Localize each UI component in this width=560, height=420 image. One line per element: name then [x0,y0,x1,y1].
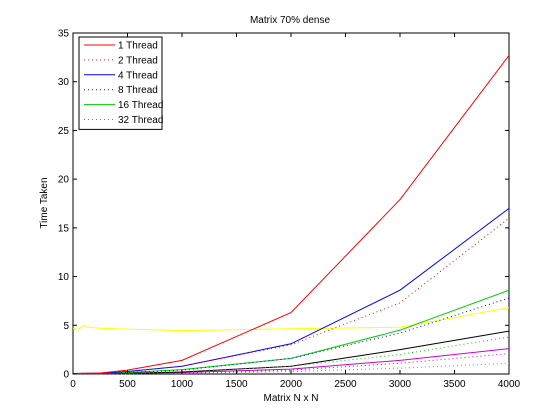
legend-label: 32 Thread [118,115,163,126]
legend-box [78,36,163,130]
y-tick-label: 20 [58,175,70,186]
legend-label: 1 Thread [118,41,158,52]
x-tick-label: 3000 [389,379,412,390]
x-tick-label: 500 [119,379,136,390]
x-tick-label: 2500 [334,379,357,390]
legend-label: 8 Thread [118,85,158,96]
y-tick-label: 30 [58,77,70,88]
x-tick-label: 4000 [498,379,521,390]
legend-label: 16 Thread [118,100,163,111]
axis-ticks: 0 500 1000 1500 2000 2500 3000 3500 4000 0 5 10 15 20… [58,29,521,391]
y-tick-label: 0 [63,370,69,381]
x-tick-label: 3500 [443,379,466,390]
legend-label: 2 Thread [118,55,158,66]
y-tick-label: 10 [58,272,70,283]
series-line-unlabeled [72,307,510,332]
y-tick-label: 25 [58,126,70,137]
chart-title: Matrix 70% dense [250,15,330,26]
y-tick-label: 35 [58,29,70,40]
series-line-1-thread [72,55,510,375]
x-tick-label: 0 [70,379,76,390]
y-tick-label: 15 [58,223,70,234]
x-axis-label: Matrix N x N [264,393,319,404]
x-tick-label: 1500 [225,379,248,390]
legend-label: 4 Thread [118,70,158,81]
x-tick-label: 1000 [171,379,194,390]
y-tick-label: 5 [63,321,69,332]
x-tick-label: 2000 [280,379,303,390]
legend: 1 Thread 2 Thread 4 Thread 8 Thread 16 Threa… [78,36,163,130]
y-axis-label: Time Taken [39,177,50,228]
